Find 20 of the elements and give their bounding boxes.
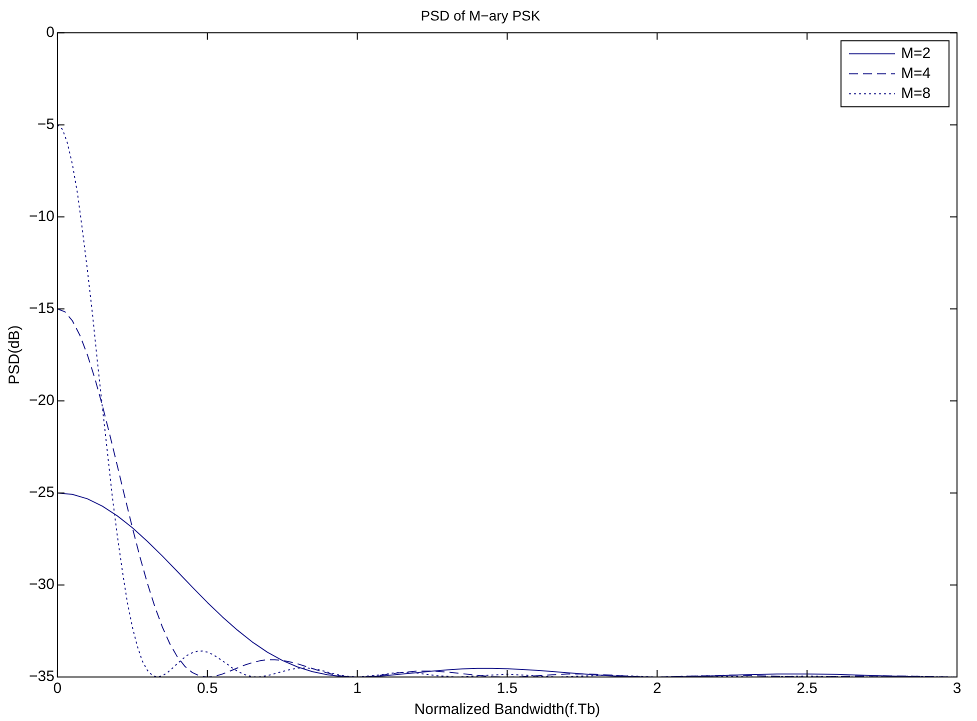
y-tick-label: −35 [28,668,54,686]
x-tick-label: 1 [353,680,362,698]
x-tick-label: 1.5 [496,680,518,698]
x-axis-title: Normalized Bandwidth(f.Tb) [414,701,600,718]
y-tick-label: −25 [28,484,54,502]
chart-title: PSD of M−ary PSK [420,7,541,24]
x-tick-label: 2.5 [796,680,818,698]
y-tick-label: −30 [28,576,54,594]
x-tick-label: 0.5 [196,680,218,698]
legend-label: M=4 [901,64,931,82]
y-tick-label: −15 [28,300,54,318]
y-tick-label: −5 [37,116,54,133]
y-tick-label: −10 [28,208,54,225]
legend-label: M=8 [901,84,931,102]
legend-label: M=2 [901,44,931,62]
x-tick-label: 3 [952,680,962,698]
x-tick-label: 2 [652,680,662,698]
y-tick-label: 0 [46,24,54,41]
y-axis-title: PSD(dB) [6,325,24,384]
y-tick-label: −20 [28,392,54,410]
